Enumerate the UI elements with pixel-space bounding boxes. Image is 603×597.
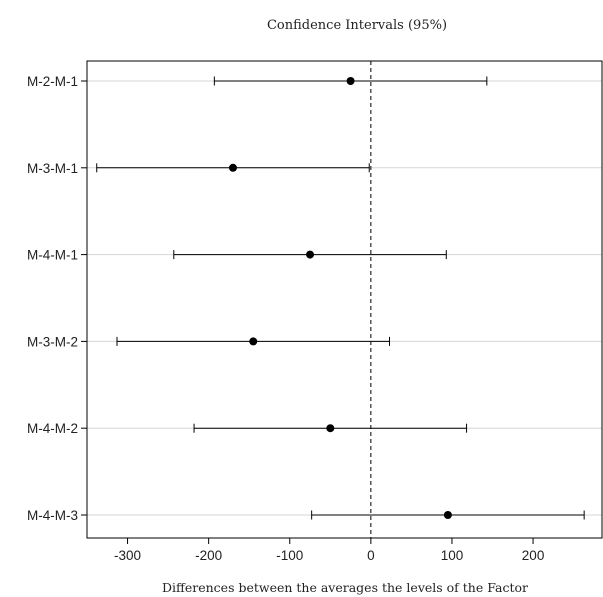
x-tick-label: -200 — [195, 548, 222, 563]
estimate-point — [346, 77, 355, 85]
estimate-point — [306, 250, 315, 259]
x-tick-label: -300 — [114, 548, 141, 563]
estimate-point — [249, 337, 258, 346]
y-tick-label: M-4-M-3 — [27, 508, 78, 523]
y-tick-label: M-4-M-1 — [27, 248, 78, 263]
y-tick-label: M-3-M-1 — [27, 161, 78, 176]
estimate-point — [228, 163, 237, 172]
x-tick-label: 0 — [367, 548, 375, 563]
y-tick-label: M-2-M-1 — [27, 74, 78, 89]
plot-frame — [86, 60, 603, 539]
axis-layer: M-2-M-1 M-3-M-1 M-4-M-1 M-3-M-2 M-4-M-2 M-4-M… — [27, 74, 544, 563]
x-tick-label: 100 — [441, 548, 464, 563]
marks-layer — [96, 76, 585, 520]
estimate-point — [326, 424, 335, 433]
y-tick-label: M-3-M-2 — [27, 334, 78, 349]
x-axis-label: Differences between the averages the lev… — [162, 580, 528, 595]
x-tick-label: -100 — [276, 548, 303, 563]
estimate-point — [443, 511, 452, 519]
y-tick-label: M-4-M-2 — [27, 421, 78, 436]
chart-title: Confidence Intervals (95%) — [267, 18, 447, 33]
grid-layer — [87, 80, 602, 516]
x-tick-label: 200 — [522, 548, 545, 563]
